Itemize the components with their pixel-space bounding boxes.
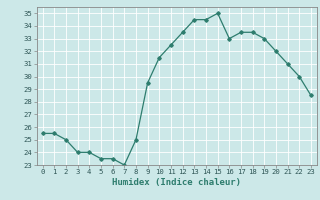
X-axis label: Humidex (Indice chaleur): Humidex (Indice chaleur) [112, 178, 241, 187]
